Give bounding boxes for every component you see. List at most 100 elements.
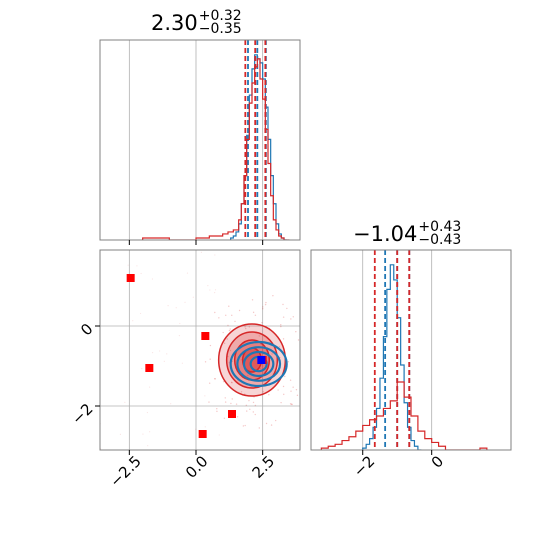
sample-point-92 [214, 378, 216, 380]
sample-point-117 [282, 303, 284, 306]
sample-point-108 [208, 401, 210, 403]
sample-point-100 [274, 419, 277, 422]
sample-point-76 [277, 389, 279, 391]
sample-point-74 [254, 404, 257, 407]
sample-point-18 [223, 342, 226, 345]
plot-area-joint-param1-param2 [100, 251, 308, 450]
sample-point-96 [265, 301, 267, 304]
sample-point-103 [254, 413, 256, 416]
blue-contour-0 [229, 340, 288, 388]
title-param1: 2.30 +0.32 −0.35 [151, 9, 242, 37]
sample-point-95 [238, 309, 241, 312]
sample-outlier-17 [200, 251, 203, 253]
sample-point-114 [222, 331, 224, 334]
sample-point-32 [282, 385, 285, 388]
sample-outlier-19 [214, 254, 216, 256]
sample-point-82 [261, 321, 263, 324]
sample-outlier-13 [159, 350, 161, 352]
sample-point-83 [307, 366, 308, 367]
sample-outlier-27 [175, 307, 177, 309]
sample-point-81 [245, 404, 248, 407]
sample-point-112 [287, 361, 290, 363]
sample-outlier-32 [146, 411, 149, 414]
sample-point-19 [289, 379, 292, 381]
frame-joint-param1-param2 [99, 249, 301, 451]
x-tick-label-joint-param1-param2-0: −2.5 [106, 452, 144, 490]
sample-point-55 [240, 391, 243, 393]
frame-hist-param2 [310, 249, 512, 451]
sample-point-39 [234, 320, 236, 323]
red-marker-3 [228, 410, 236, 418]
sample-point-59 [305, 358, 306, 359]
title-param2-lower: −0.43 [418, 232, 462, 248]
sample-outlier-33 [170, 403, 172, 405]
sample-point-22 [214, 378, 216, 380]
sample-point-4 [252, 411, 255, 413]
sample-point-25 [229, 328, 231, 330]
y-tick-label-joint-param1-param2-0: −2 [68, 400, 96, 428]
sample-point-104 [242, 425, 245, 427]
sample-point-21 [278, 346, 281, 348]
red-marker-2 [201, 332, 210, 340]
sample-point-57 [214, 311, 216, 314]
sample-point-16 [268, 394, 270, 396]
sample-point-65 [262, 308, 264, 310]
sample-outlier-26 [209, 289, 211, 291]
sample-point-91 [230, 402, 232, 405]
sample-point-34 [224, 397, 226, 399]
red-marker-0 [126, 274, 135, 282]
sample-outlier-30 [204, 395, 206, 397]
sample-point-66 [297, 339, 300, 341]
sample-outlier-15 [179, 322, 181, 325]
sample-point-12 [292, 386, 294, 388]
sample-outlier-28 [163, 360, 165, 362]
sample-point-79 [225, 314, 227, 316]
sample-outlier-36 [204, 426, 206, 428]
sample-outlier-2 [166, 353, 168, 355]
sample-point-53 [231, 382, 233, 384]
sample-point-73 [306, 362, 307, 363]
panel-joint-param1-param2: −2.5 0.0 2.5 −2 0 [68, 249, 308, 491]
title-param2-upper: +0.43 [418, 219, 462, 235]
sample-point-11 [280, 324, 282, 326]
sample-point-20 [244, 424, 246, 427]
sample-point-42 [282, 338, 285, 340]
blue-contour-1 [236, 346, 282, 382]
sample-outlier-1 [132, 320, 134, 322]
sample-point-118 [231, 360, 234, 363]
sample-point-88 [258, 427, 261, 429]
histogram-hist-param2-series-0 [362, 264, 422, 450]
sample-point-101 [290, 390, 292, 392]
sample-point-14 [296, 394, 299, 397]
sample-outlier-18 [151, 351, 154, 354]
sample-point-33 [280, 401, 282, 404]
title-param1-lower: −0.35 [198, 21, 242, 37]
sample-point-0 [305, 359, 306, 360]
sample-point-2 [246, 410, 248, 412]
sample-point-31 [230, 381, 233, 384]
sample-point-47 [286, 307, 288, 310]
sample-point-105 [271, 353, 273, 355]
sample-outlier-37 [136, 265, 138, 267]
sample-outlier-34 [207, 284, 209, 287]
sample-point-119 [262, 306, 264, 308]
sample-point-48 [290, 403, 293, 405]
sample-point-40 [265, 422, 268, 425]
sample-outlier-39 [147, 445, 149, 447]
histogram-hist-param1-series-0 [230, 54, 287, 240]
sample-outlier-7 [127, 264, 129, 266]
histogram-hist-param1-series-1 [142, 58, 290, 240]
sample-outlier-20 [142, 433, 144, 435]
sample-outlier-3 [218, 434, 220, 436]
sample-point-15 [228, 329, 231, 332]
sample-point-41 [290, 318, 292, 320]
sample-point-70 [282, 316, 285, 318]
x-tick-label-joint-param1-param2-2: 2.5 [249, 452, 279, 482]
title-param2: −1.04 +0.43 −0.43 [353, 219, 462, 248]
sample-outlier-9 [151, 278, 154, 280]
sample-outlier-4 [149, 386, 151, 388]
sample-point-97 [244, 326, 246, 328]
sample-point-84 [216, 408, 218, 410]
sample-point-9 [235, 403, 238, 405]
